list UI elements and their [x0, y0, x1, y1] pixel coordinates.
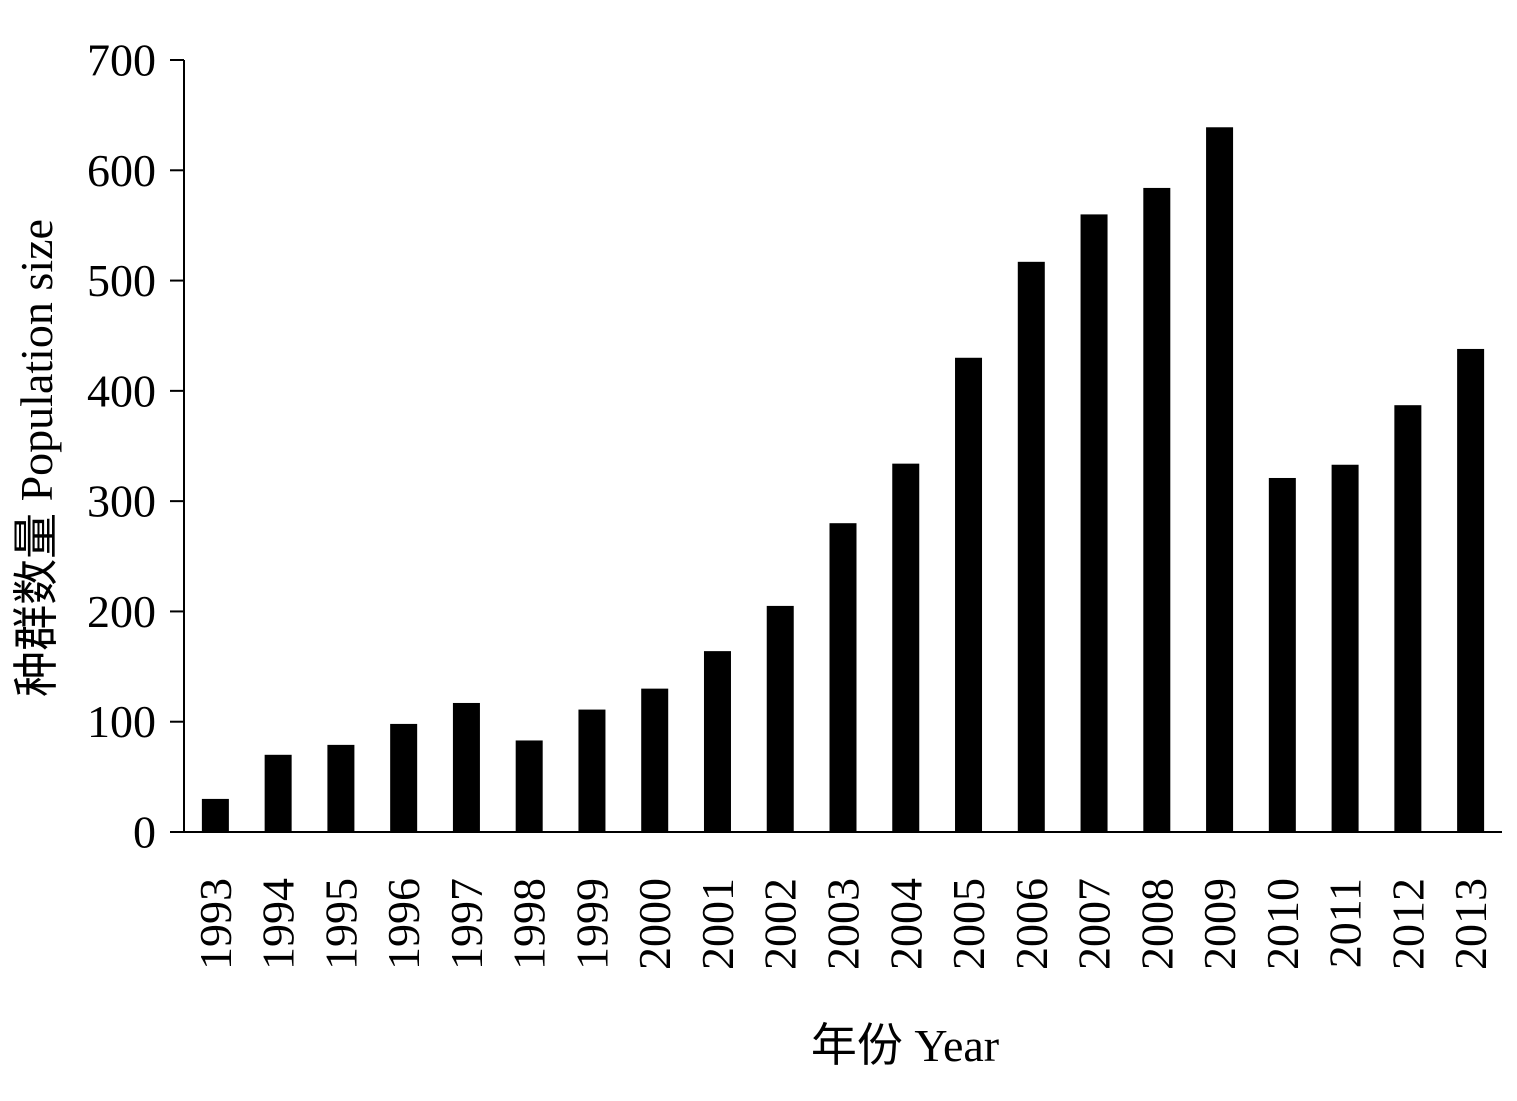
- bar-2008: [1143, 187, 1171, 833]
- bar-1997: [452, 702, 480, 832]
- bar-2002: [766, 605, 794, 832]
- x-tick-label: 1995: [315, 878, 366, 970]
- y-tick-label: 200: [87, 586, 156, 637]
- bar-2010: [1268, 477, 1296, 832]
- x-tick-label: 2010: [1257, 878, 1308, 970]
- bar-2005: [955, 357, 983, 832]
- x-tick-label: 2005: [943, 878, 994, 970]
- y-tick-label: 300: [87, 476, 156, 527]
- bar-1996: [390, 723, 418, 832]
- bar-1998: [515, 740, 543, 832]
- bar-2004: [892, 463, 920, 832]
- x-tick-label: 1993: [190, 878, 241, 970]
- x-tick-label: 1997: [441, 878, 492, 970]
- bar-2006: [1017, 261, 1045, 832]
- x-tick-label: 2008: [1131, 878, 1182, 970]
- y-axis-title: 种群数量 Population size: [11, 219, 62, 697]
- bar-2012: [1394, 405, 1422, 832]
- x-tick-label: 2001: [692, 878, 743, 970]
- y-tick-label: 100: [87, 696, 156, 747]
- bar-1993: [201, 798, 229, 832]
- x-tick-label: 2000: [629, 878, 680, 970]
- x-tick-label: 1996: [378, 878, 429, 970]
- x-tick-label: 1999: [566, 878, 617, 970]
- x-tick-label: 2006: [1006, 878, 1057, 970]
- bar-2003: [829, 523, 857, 832]
- y-tick-label: 0: [133, 807, 156, 858]
- y-ticks-group: 0 100 200 300 400 500 600 700: [87, 35, 184, 858]
- bar-1999: [578, 709, 606, 832]
- x-tick-label: 2009: [1194, 878, 1245, 970]
- bar-2009: [1206, 127, 1234, 832]
- bar-2011: [1331, 464, 1359, 832]
- y-tick-label: 600: [87, 145, 156, 196]
- y-tick-label: 700: [87, 35, 156, 86]
- bar-2000: [641, 688, 669, 832]
- bars-group: [201, 127, 1485, 833]
- x-axis-title: 年份 Year: [811, 1020, 999, 1071]
- axes-group: [183, 60, 1502, 833]
- y-tick-label: 400: [87, 365, 156, 416]
- bar-2001: [703, 651, 731, 832]
- bar-1995: [327, 744, 355, 832]
- x-tick-label: 2013: [1445, 878, 1496, 970]
- x-tick-label: 2003: [818, 878, 869, 970]
- x-ticks-group: 1993 1994 1995 1996 1997 1998 1999 2000 2001 2002…: [190, 878, 1496, 970]
- x-tick-label: 2011: [1320, 878, 1371, 968]
- x-tick-label: 2002: [755, 878, 806, 970]
- x-tick-label: 2004: [880, 878, 931, 970]
- x-tick-label: 1998: [504, 878, 555, 970]
- x-tick-label: 2012: [1382, 878, 1433, 970]
- x-tick-label: 1994: [253, 878, 304, 970]
- bar-2013: [1457, 348, 1485, 832]
- y-tick-label: 500: [87, 255, 156, 306]
- bar-2007: [1080, 214, 1108, 832]
- x-tick-label: 2007: [1069, 878, 1120, 970]
- bar-1994: [264, 754, 292, 832]
